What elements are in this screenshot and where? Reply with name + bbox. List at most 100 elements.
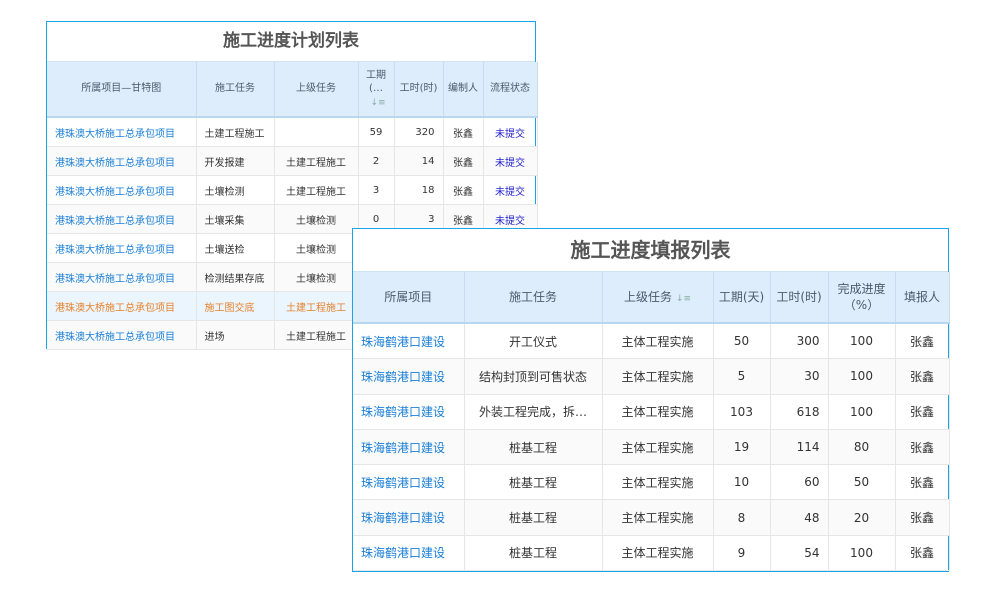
table-row[interactable]: 珠海鹤港口建设 外装工程完成，拆… 主体工程实施 103 618 100 张鑫 — [353, 394, 950, 430]
plan-list-title: 施工进度计划列表 — [47, 22, 535, 62]
parent-task-cell: 土建工程施工 — [274, 320, 359, 350]
column-header-label: 所属项目—甘特图 — [81, 83, 162, 95]
table-row[interactable]: 港珠澳大桥施工总承包项目 开发报建 土建工程施工 2 14 张鑫 未提交 — [47, 146, 538, 176]
task-cell: 桩基工程 — [464, 499, 603, 536]
reporter-cell: 张鑫 — [895, 394, 950, 430]
sort-icon[interactable]: ↓≡ — [675, 293, 692, 304]
hours-cell: 300 — [770, 323, 829, 360]
column-header-label: 工时(时) — [399, 83, 438, 95]
table-row[interactable]: 珠海鹤港口建设 桩基工程 主体工程实施 10 60 50 张鑫 — [353, 464, 950, 501]
project-link[interactable]: 珠海鹤港口建设 — [353, 429, 465, 466]
column-header-label: 所属项目 — [384, 289, 433, 304]
task-cell: 进场 — [196, 320, 275, 350]
hours-cell: 30 — [770, 358, 829, 395]
parent-task-cell: 土建工程施工 — [274, 146, 359, 176]
task-cell: 土壤采集 — [196, 204, 275, 234]
hours-cell: 114 — [770, 429, 829, 466]
table-row[interactable]: 港珠澳大桥施工总承包项目 土建工程施工 59 320 张鑫 未提交 — [47, 117, 538, 147]
column-header[interactable]: 工期(… ↓≡ — [358, 62, 395, 118]
table-row[interactable]: 珠海鹤港口建设 开工仪式 主体工程实施 50 300 100 张鑫 — [353, 323, 950, 360]
column-header-label: 流程状态 — [490, 83, 530, 95]
task-cell: 外装工程完成，拆… — [464, 394, 603, 430]
parent-task-cell: 土建工程施工 — [274, 291, 359, 321]
parent-task-cell: 主体工程实施 — [602, 358, 714, 395]
sort-icon[interactable]: ↓≡ — [370, 97, 386, 108]
task-cell: 施工图交底 — [196, 291, 275, 321]
project-link[interactable]: 港珠澳大桥施工总承包项目 — [47, 233, 197, 263]
reporter-cell: 张鑫 — [895, 429, 950, 466]
project-link[interactable]: 港珠澳大桥施工总承包项目 — [47, 262, 197, 292]
parent-task-cell: 主体工程实施 — [602, 323, 714, 360]
author-cell: 张鑫 — [443, 146, 484, 176]
parent-task-cell — [274, 117, 359, 147]
duration-cell: 8 — [713, 499, 771, 536]
report-list-title: 施工进度填报列表 — [353, 229, 948, 272]
project-link[interactable]: 珠海鹤港口建设 — [353, 499, 465, 536]
table-row[interactable]: 港珠澳大桥施工总承包项目 土壤检测 土建工程施工 3 18 张鑫 未提交 — [47, 175, 538, 205]
duration-cell: 10 — [713, 464, 771, 501]
duration-cell: 19 — [713, 429, 771, 466]
column-header-label: 编制人 — [448, 83, 478, 95]
column-header[interactable]: 编制人 — [443, 62, 484, 118]
status-cell[interactable]: 未提交 — [483, 117, 538, 147]
column-header[interactable]: 完成进度（%） — [828, 272, 896, 324]
hours-cell: 60 — [770, 464, 829, 501]
progress-cell: 80 — [828, 429, 896, 466]
column-header[interactable]: 上级任务 ↓≡ — [602, 272, 714, 324]
column-header[interactable]: 施工任务 — [464, 272, 603, 324]
column-header[interactable]: 工时(时) — [394, 62, 444, 118]
column-header[interactable]: 工期(天) — [713, 272, 771, 324]
duration-cell: 2 — [358, 146, 395, 176]
parent-task-cell: 土壤检测 — [274, 233, 359, 263]
column-header-label: 施工任务 — [508, 289, 557, 304]
column-header[interactable]: 上级任务 — [274, 62, 359, 118]
status-cell[interactable]: 未提交 — [483, 146, 538, 176]
project-link[interactable]: 珠海鹤港口建设 — [353, 464, 465, 501]
duration-cell: 59 — [358, 117, 395, 147]
column-header-label: 工期(天) — [718, 289, 765, 304]
column-header[interactable]: 所属项目 — [353, 272, 465, 324]
duration-cell: 9 — [713, 535, 771, 572]
hours-cell: 18 — [394, 175, 444, 205]
column-header[interactable]: 所属项目—甘特图 — [47, 62, 197, 118]
task-cell: 结构封顶到可售状态 — [464, 358, 603, 395]
column-header[interactable]: 填报人 — [895, 272, 950, 324]
hours-cell: 54 — [770, 535, 829, 572]
column-header-label: 上级任务 — [296, 83, 336, 95]
table-row[interactable]: 珠海鹤港口建设 桩基工程 主体工程实施 19 114 80 张鑫 — [353, 429, 950, 466]
project-link[interactable]: 港珠澳大桥施工总承包项目 — [47, 117, 197, 147]
project-link[interactable]: 港珠澳大桥施工总承包项目 — [47, 291, 197, 321]
table-row[interactable]: 珠海鹤港口建设 结构封顶到可售状态 主体工程实施 5 30 100 张鑫 — [353, 358, 950, 395]
parent-task-cell: 主体工程实施 — [602, 499, 714, 536]
project-link[interactable]: 港珠澳大桥施工总承包项目 — [47, 175, 197, 205]
project-link[interactable]: 港珠澳大桥施工总承包项目 — [47, 320, 197, 350]
progress-cell: 100 — [828, 394, 896, 430]
duration-cell: 3 — [358, 175, 395, 205]
parent-task-cell: 主体工程实施 — [602, 464, 714, 501]
reporter-cell: 张鑫 — [895, 499, 950, 536]
table-row[interactable]: 珠海鹤港口建设 桩基工程 主体工程实施 8 48 20 张鑫 — [353, 499, 950, 536]
project-link[interactable]: 港珠澳大桥施工总承包项目 — [47, 146, 197, 176]
progress-cell: 100 — [828, 358, 896, 395]
parent-task-cell: 主体工程实施 — [602, 535, 714, 572]
status-cell[interactable]: 未提交 — [483, 175, 538, 205]
project-link[interactable]: 珠海鹤港口建设 — [353, 323, 465, 360]
reporter-cell: 张鑫 — [895, 323, 950, 360]
task-cell: 桩基工程 — [464, 535, 603, 572]
column-header-label: 填报人 — [903, 289, 940, 304]
project-link[interactable]: 珠海鹤港口建设 — [353, 394, 465, 430]
column-header-label: 完成进度（%） — [837, 281, 886, 312]
parent-task-cell: 土壤检测 — [274, 204, 359, 234]
project-link[interactable]: 港珠澳大桥施工总承包项目 — [47, 204, 197, 234]
column-header[interactable]: 工时(时) — [770, 272, 829, 324]
column-header-label: 工时(时) — [776, 289, 822, 304]
author-cell: 张鑫 — [443, 117, 484, 147]
task-cell: 开发报建 — [196, 146, 275, 176]
reporter-cell: 张鑫 — [895, 358, 950, 395]
column-header[interactable]: 施工任务 — [196, 62, 275, 118]
project-link[interactable]: 珠海鹤港口建设 — [353, 358, 465, 395]
hours-cell: 320 — [394, 117, 444, 147]
column-header[interactable]: 流程状态 — [483, 62, 538, 118]
table-row[interactable]: 珠海鹤港口建设 桩基工程 主体工程实施 9 54 100 张鑫 — [353, 535, 950, 572]
project-link[interactable]: 珠海鹤港口建设 — [353, 535, 465, 572]
